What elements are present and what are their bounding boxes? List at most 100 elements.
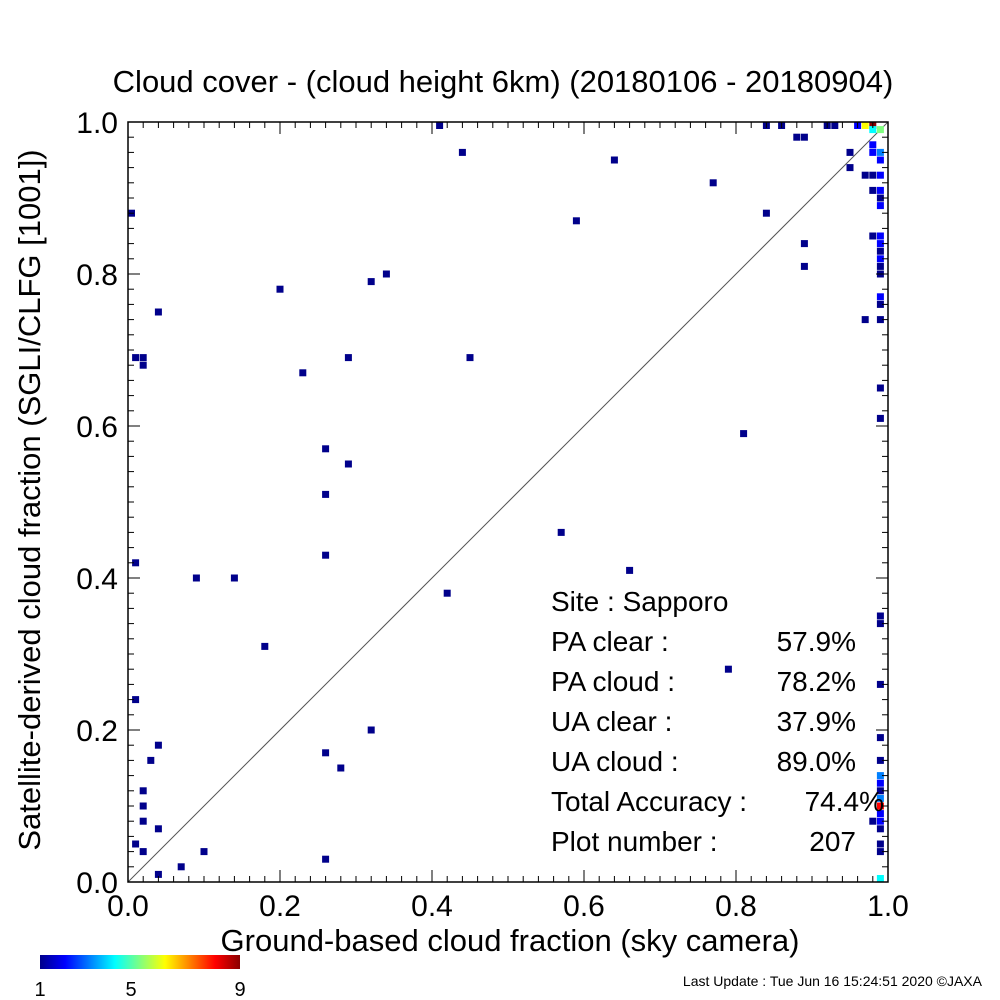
data-point: [876, 194, 884, 202]
data-point: [876, 202, 884, 210]
data-point: [876, 848, 884, 856]
data-point: [876, 875, 884, 882]
data-point: [876, 840, 884, 848]
colorbar-tick-label: 9: [234, 979, 245, 1000]
data-point: [876, 316, 884, 324]
data-point: [762, 209, 770, 217]
data-point: [861, 316, 869, 324]
colorbar-bar: [40, 955, 240, 969]
data-point: [557, 528, 565, 536]
data-point: [322, 855, 330, 863]
data-point: [572, 217, 580, 225]
data-point: [831, 122, 839, 129]
data-point: [154, 870, 162, 878]
y-tick-label: 0.2: [76, 715, 118, 748]
stat-value: 37.9%: [777, 706, 856, 737]
data-point: [139, 802, 147, 810]
stat-label: Total Accuracy :: [551, 786, 747, 817]
data-point: [322, 551, 330, 559]
data-point: [869, 817, 877, 825]
colorbar: 1 5 9: [34, 955, 246, 1000]
data-point: [139, 848, 147, 856]
data-point: [436, 122, 444, 129]
data-point: [846, 148, 854, 156]
data-point: [876, 734, 884, 742]
plot-area: 0.00.0 0.2 0.2 0.4 0.4 0.6 0.6 0.8 0.8 1.0 1.0: [76, 107, 909, 923]
data-point: [800, 240, 808, 248]
data-point: [147, 756, 155, 764]
stat-label: UA cloud :: [551, 746, 679, 777]
data-point: [876, 787, 884, 795]
data-point: [322, 445, 330, 453]
data-point: [869, 148, 877, 156]
y-tick-label: 0.8: [76, 259, 118, 292]
data-point: [876, 232, 884, 240]
y-tick-label: 0.0: [76, 867, 118, 900]
data-point: [610, 156, 618, 164]
data-point: [876, 810, 884, 818]
x-tick-label: 1.0: [867, 890, 909, 923]
data-point: [139, 361, 147, 369]
data-point: [367, 726, 375, 734]
data-point: [869, 186, 877, 194]
data-point: [869, 232, 877, 240]
data-point: [154, 825, 162, 833]
data-point: [861, 122, 869, 129]
chart-title: Cloud cover - (cloud height 6km) (201801…: [113, 64, 894, 99]
x-tick-label: 0.4: [411, 890, 453, 923]
stats-panel: Site : Sapporo PA clear : 57.9% PA cloud : 7…: [551, 586, 884, 857]
data-point: [876, 756, 884, 764]
data-point: [876, 156, 884, 164]
data-point: [132, 354, 140, 362]
y-tick-label: 1.0: [76, 107, 118, 140]
data-point: [154, 741, 162, 749]
stat-value: 74.4%: [805, 786, 884, 817]
data-point: [261, 642, 269, 650]
data-point: [800, 133, 808, 141]
data-point: [876, 384, 884, 392]
data-point: [876, 247, 884, 255]
data-point: [876, 620, 884, 628]
data-point: [344, 354, 352, 362]
data-point: [139, 354, 147, 362]
data-point: [139, 817, 147, 825]
data-point: [876, 186, 884, 194]
stat-value: 89.0%: [777, 746, 856, 777]
x-tick-label: 0.6: [563, 890, 605, 923]
data-point: [876, 171, 884, 179]
data-point: [876, 293, 884, 301]
y-axis-label: Satellite-derived cloud fraction (SGLI/C…: [12, 149, 47, 850]
colorbar-tick-label: 5: [125, 979, 136, 1000]
data-point: [876, 240, 884, 248]
data-point: [322, 490, 330, 498]
colorbar-tick-label: 1: [34, 979, 45, 1000]
data-point: [382, 270, 390, 278]
last-update-footer: Last Update : Tue Jun 16 15:24:51 2020 ©…: [683, 973, 983, 989]
y-tick-label: 0.4: [76, 563, 118, 596]
data-point: [367, 278, 375, 286]
data-point: [192, 574, 200, 582]
data-point: [443, 589, 451, 597]
stat-label: Site : Sapporo: [551, 586, 728, 617]
data-point: [793, 133, 801, 141]
data-point: [337, 764, 345, 772]
reference-diagonal-line: [127, 121, 889, 883]
data-point: [876, 148, 884, 156]
stat-label: PA cloud :: [551, 666, 675, 697]
data-point: [132, 840, 140, 848]
data-point: [876, 612, 884, 620]
data-point: [876, 794, 884, 802]
data-point: [299, 369, 307, 377]
x-tick-label: 0.8: [715, 890, 757, 923]
data-point: [230, 574, 238, 582]
data-point: [876, 255, 884, 263]
stat-value: 57.9%: [777, 626, 856, 657]
data-point: [200, 848, 208, 856]
data-point: [876, 126, 884, 134]
stat-label: UA clear :: [551, 706, 672, 737]
data-point: [876, 262, 884, 270]
stat-value: 207: [809, 826, 856, 857]
data-point: [869, 141, 877, 149]
data-point: [876, 772, 884, 780]
data-point: [861, 171, 869, 179]
